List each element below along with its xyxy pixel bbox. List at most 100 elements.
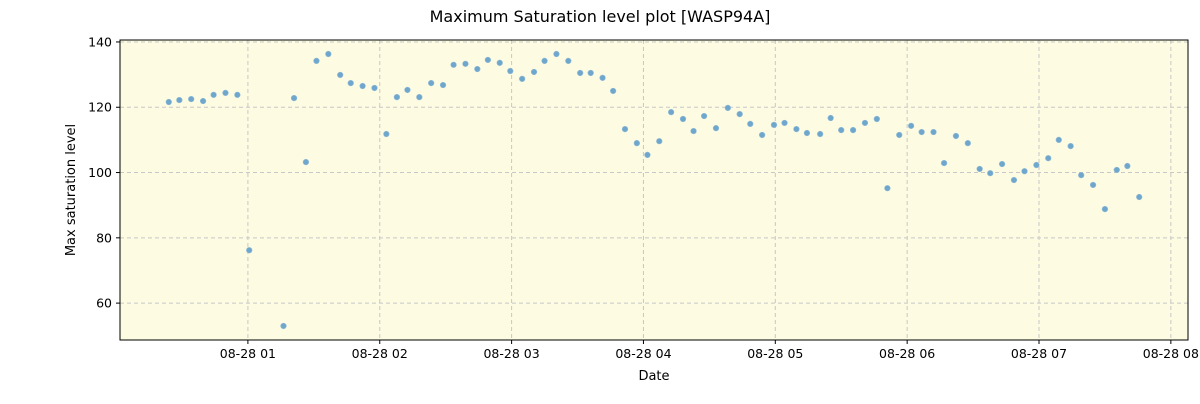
data-point bbox=[918, 128, 925, 136]
y-tick-label: 140 bbox=[88, 34, 112, 49]
data-point bbox=[849, 126, 857, 134]
data-point bbox=[1101, 205, 1109, 213]
data-point bbox=[530, 68, 538, 76]
y-axis-ticks: 60 80 100 120 140 bbox=[88, 34, 120, 311]
data-point bbox=[565, 57, 572, 64]
data-point bbox=[930, 128, 937, 136]
data-point bbox=[222, 89, 229, 96]
data-point bbox=[553, 50, 560, 58]
data-point bbox=[724, 104, 731, 111]
y-tick-label: 120 bbox=[88, 100, 112, 115]
data-point bbox=[690, 127, 697, 135]
y-axis-label: Max saturation level bbox=[64, 124, 79, 256]
data-point bbox=[450, 61, 457, 68]
data-point bbox=[507, 67, 514, 75]
data-point bbox=[1033, 161, 1040, 169]
data-point bbox=[827, 114, 834, 122]
data-point bbox=[896, 131, 903, 139]
data-point bbox=[176, 96, 183, 104]
data-point bbox=[1021, 168, 1028, 175]
data-point bbox=[587, 69, 594, 77]
data-point bbox=[416, 94, 423, 101]
data-point bbox=[439, 81, 447, 89]
data-point bbox=[347, 79, 354, 87]
data-point bbox=[668, 109, 675, 116]
data-point bbox=[610, 87, 617, 95]
data-point bbox=[280, 322, 287, 330]
data-point bbox=[908, 122, 915, 129]
x-axis-label: Date bbox=[638, 369, 669, 384]
y-tick-label: 100 bbox=[88, 165, 112, 180]
data-point bbox=[188, 95, 195, 103]
data-point bbox=[952, 132, 960, 140]
x-tick-label: 08-28 07 bbox=[1011, 346, 1067, 361]
data-point bbox=[1078, 172, 1085, 179]
y-tick-label: 60 bbox=[96, 296, 112, 311]
data-point bbox=[165, 98, 172, 106]
data-point bbox=[644, 151, 651, 159]
data-point bbox=[998, 160, 1006, 168]
data-point bbox=[1136, 193, 1143, 201]
plot-frame bbox=[119, 39, 1189, 341]
data-point bbox=[428, 79, 435, 87]
data-point bbox=[987, 170, 994, 177]
data-point bbox=[541, 57, 548, 64]
data-point bbox=[484, 56, 491, 64]
data-point bbox=[371, 84, 378, 92]
grid-lines bbox=[120, 40, 1188, 340]
data-point bbox=[383, 130, 390, 138]
data-point bbox=[393, 94, 400, 101]
x-tick-label: 08-28 02 bbox=[352, 346, 408, 361]
data-point bbox=[1124, 162, 1131, 170]
data-point bbox=[861, 119, 869, 127]
data-point bbox=[234, 91, 241, 98]
data-points bbox=[165, 50, 1143, 330]
data-point bbox=[210, 91, 217, 98]
x-tick-label: 08-28 06 bbox=[879, 346, 935, 361]
data-point bbox=[246, 247, 253, 254]
data-point bbox=[770, 121, 778, 128]
data-point bbox=[838, 126, 845, 134]
data-point bbox=[747, 120, 754, 127]
data-point bbox=[793, 126, 800, 133]
data-point bbox=[1010, 176, 1018, 184]
x-tick-label: 08-28 05 bbox=[747, 346, 803, 361]
x-tick-label: 08-28 01 bbox=[220, 346, 276, 361]
data-point bbox=[199, 97, 207, 105]
data-point bbox=[1045, 155, 1052, 162]
chart-title: Maximum Saturation level plot [WASP94A] bbox=[430, 7, 771, 26]
data-point bbox=[325, 50, 332, 58]
data-point bbox=[701, 112, 708, 120]
data-point bbox=[1113, 166, 1120, 174]
data-point bbox=[781, 119, 788, 127]
data-point bbox=[964, 140, 971, 147]
data-point bbox=[873, 115, 880, 123]
data-point bbox=[290, 95, 298, 102]
data-point bbox=[599, 74, 606, 81]
data-point bbox=[474, 65, 481, 73]
plot-area bbox=[120, 40, 1188, 340]
data-point bbox=[1089, 181, 1097, 189]
data-point bbox=[1067, 142, 1074, 150]
data-point bbox=[976, 165, 983, 173]
data-point bbox=[302, 158, 310, 166]
data-point bbox=[940, 159, 948, 167]
data-point bbox=[633, 140, 640, 147]
data-point bbox=[736, 111, 743, 118]
data-point bbox=[577, 69, 584, 77]
data-point bbox=[359, 82, 366, 90]
data-point bbox=[337, 71, 344, 79]
x-tick-label: 08-28 04 bbox=[615, 346, 671, 361]
data-point bbox=[313, 57, 320, 64]
data-point bbox=[621, 126, 629, 133]
x-axis-ticks: 08-28 01 08-28 02 08-28 03 08-28 04 08-28 05… bbox=[220, 340, 1199, 361]
data-point bbox=[679, 115, 687, 123]
data-point bbox=[519, 75, 526, 82]
data-point bbox=[803, 129, 811, 137]
data-point bbox=[656, 138, 663, 145]
x-tick-label: 08-28 08 bbox=[1143, 346, 1199, 361]
data-point bbox=[462, 60, 469, 67]
data-point bbox=[759, 131, 766, 139]
data-point bbox=[712, 125, 720, 132]
